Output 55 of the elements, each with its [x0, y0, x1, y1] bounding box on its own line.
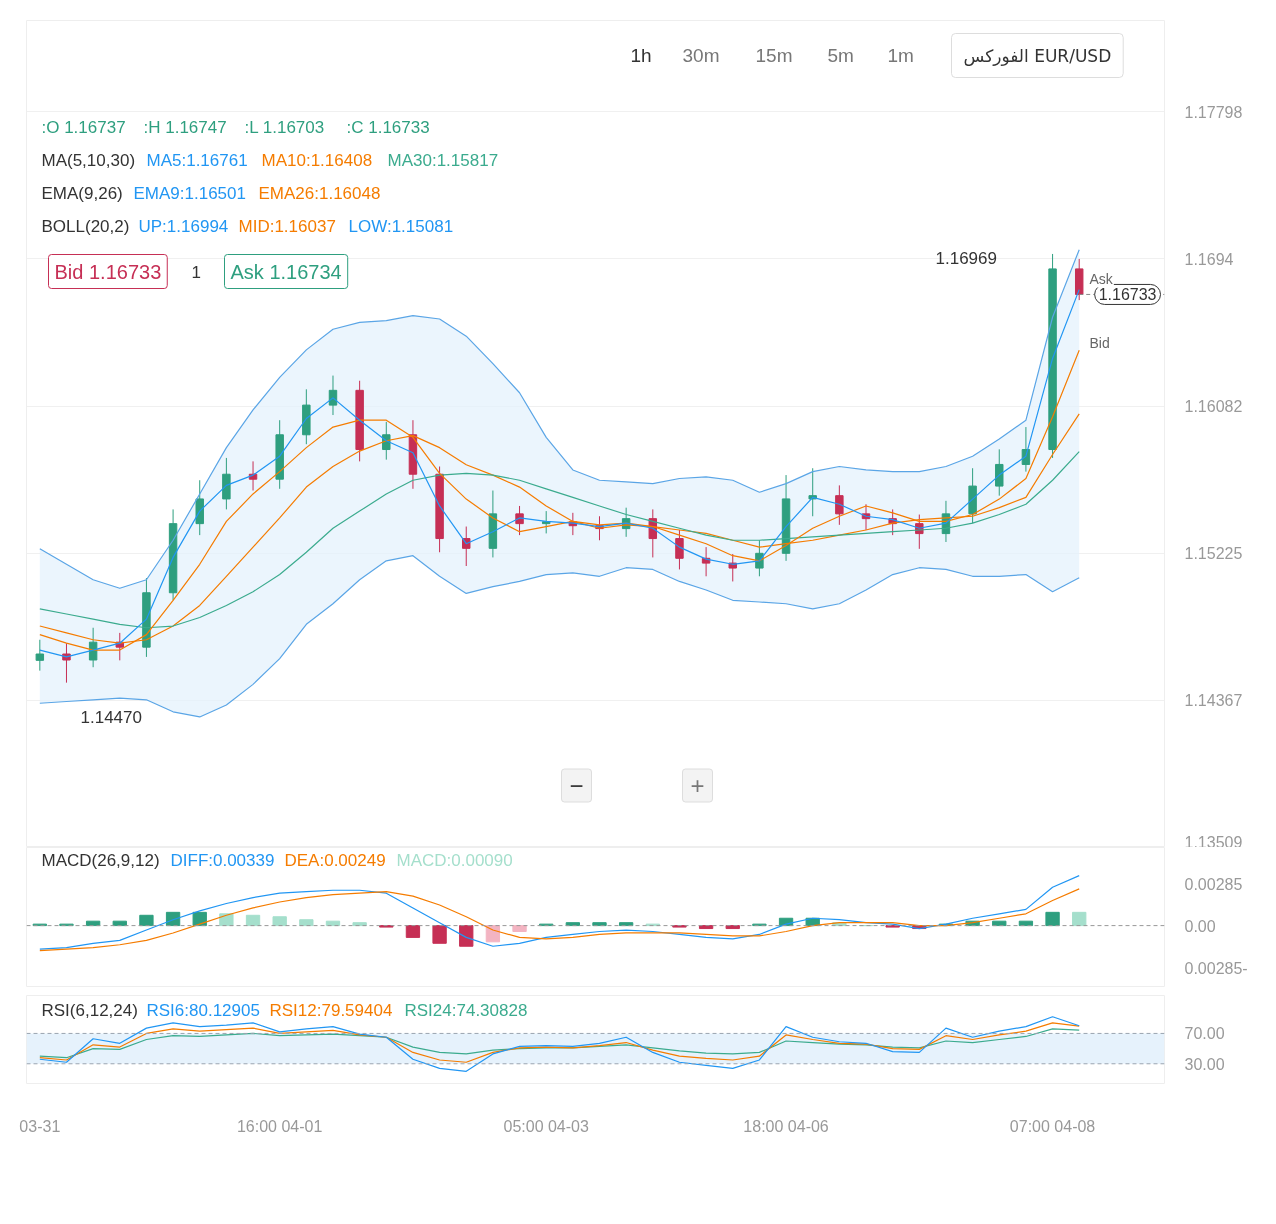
y-tick-label: 1.13509	[1184, 833, 1243, 851]
annotation: الفوركس EUR/USD	[963, 45, 1112, 66]
annotation: DIFF:0.00339	[170, 851, 275, 870]
x-tick-label: 05:00 04-03	[503, 1117, 589, 1135]
x-tick-label: 07:00 04-08	[1009, 1117, 1096, 1135]
y-tick-label: 0.00	[1184, 917, 1216, 935]
annotation: MA(5,10,30)	[41, 151, 136, 170]
ref-line-label: 1.16733	[1098, 286, 1157, 304]
annotation: MACD(26,9,12)	[41, 851, 160, 870]
y-tick-label: 1.14367	[1184, 692, 1243, 710]
annotation: 15m	[755, 45, 793, 66]
annotation: LOW:1.15081	[348, 217, 454, 236]
annotation: 1	[191, 262, 201, 282]
y-tick-label: 1.15225	[1184, 545, 1243, 563]
annotation: Bid 1.16733	[54, 260, 162, 283]
annotation: RSI24:74.30828	[404, 1001, 528, 1020]
x-tick-label: 03-31	[19, 1117, 61, 1135]
annotation: MID:1.16037	[238, 217, 336, 236]
annotation: UP:1.16994	[138, 217, 229, 236]
annotation: 5m	[827, 45, 854, 66]
annotation: Ask	[1089, 270, 1114, 287]
y-tick-label: 1.17798	[1184, 103, 1243, 121]
x-tick-label: 18:00 04-06	[743, 1117, 829, 1135]
annotation: RSI6:80.12905	[146, 1001, 260, 1020]
y-tick-label: 0.00285	[1184, 875, 1243, 893]
annotation: :O 1.16737	[41, 118, 126, 137]
annotation: EMA26:1.16048	[258, 184, 381, 203]
annotation: :H 1.16747	[143, 118, 227, 137]
annotation: :L 1.16703	[244, 118, 325, 137]
annotation: RSI12:79.59404	[269, 1001, 393, 1020]
annotation: BOLL(20,2)	[41, 217, 130, 236]
annotation: :C 1.16733	[346, 118, 430, 137]
annotation: −	[569, 772, 584, 799]
y-tick-label: 1.16082	[1184, 398, 1243, 416]
y-tick-label: 0.00285-	[1184, 959, 1248, 977]
annotation: 1.16969	[935, 248, 997, 268]
annotation: Ask 1.16734	[230, 260, 342, 283]
annotation: 1.14470	[80, 707, 142, 727]
x-tick-label: 16:00 04-01	[236, 1117, 323, 1135]
annotation: EMA9:1.16501	[133, 184, 246, 203]
y-tick-label: 70.00	[1184, 1025, 1225, 1043]
annotation: EMA(9,26)	[41, 184, 123, 203]
annotation: 30m	[682, 45, 720, 66]
annotation: MA30:1.15817	[387, 151, 499, 170]
annotation: 1h	[630, 45, 652, 66]
y-tick-label: 1.1694	[1184, 250, 1234, 268]
y-tick-label: 30.00	[1184, 1055, 1225, 1073]
annotation: RSI(6,12,24)	[41, 1001, 138, 1020]
annotation: MA10:1.16408	[261, 151, 373, 170]
annotation: MA5:1.16761	[146, 151, 248, 170]
annotation: MACD:0.00090	[396, 851, 513, 870]
annotation: +	[690, 772, 705, 799]
annotation: 1m	[887, 45, 914, 66]
annotation: DEA:0.00249	[284, 851, 386, 870]
annotation: Bid	[1089, 334, 1110, 351]
